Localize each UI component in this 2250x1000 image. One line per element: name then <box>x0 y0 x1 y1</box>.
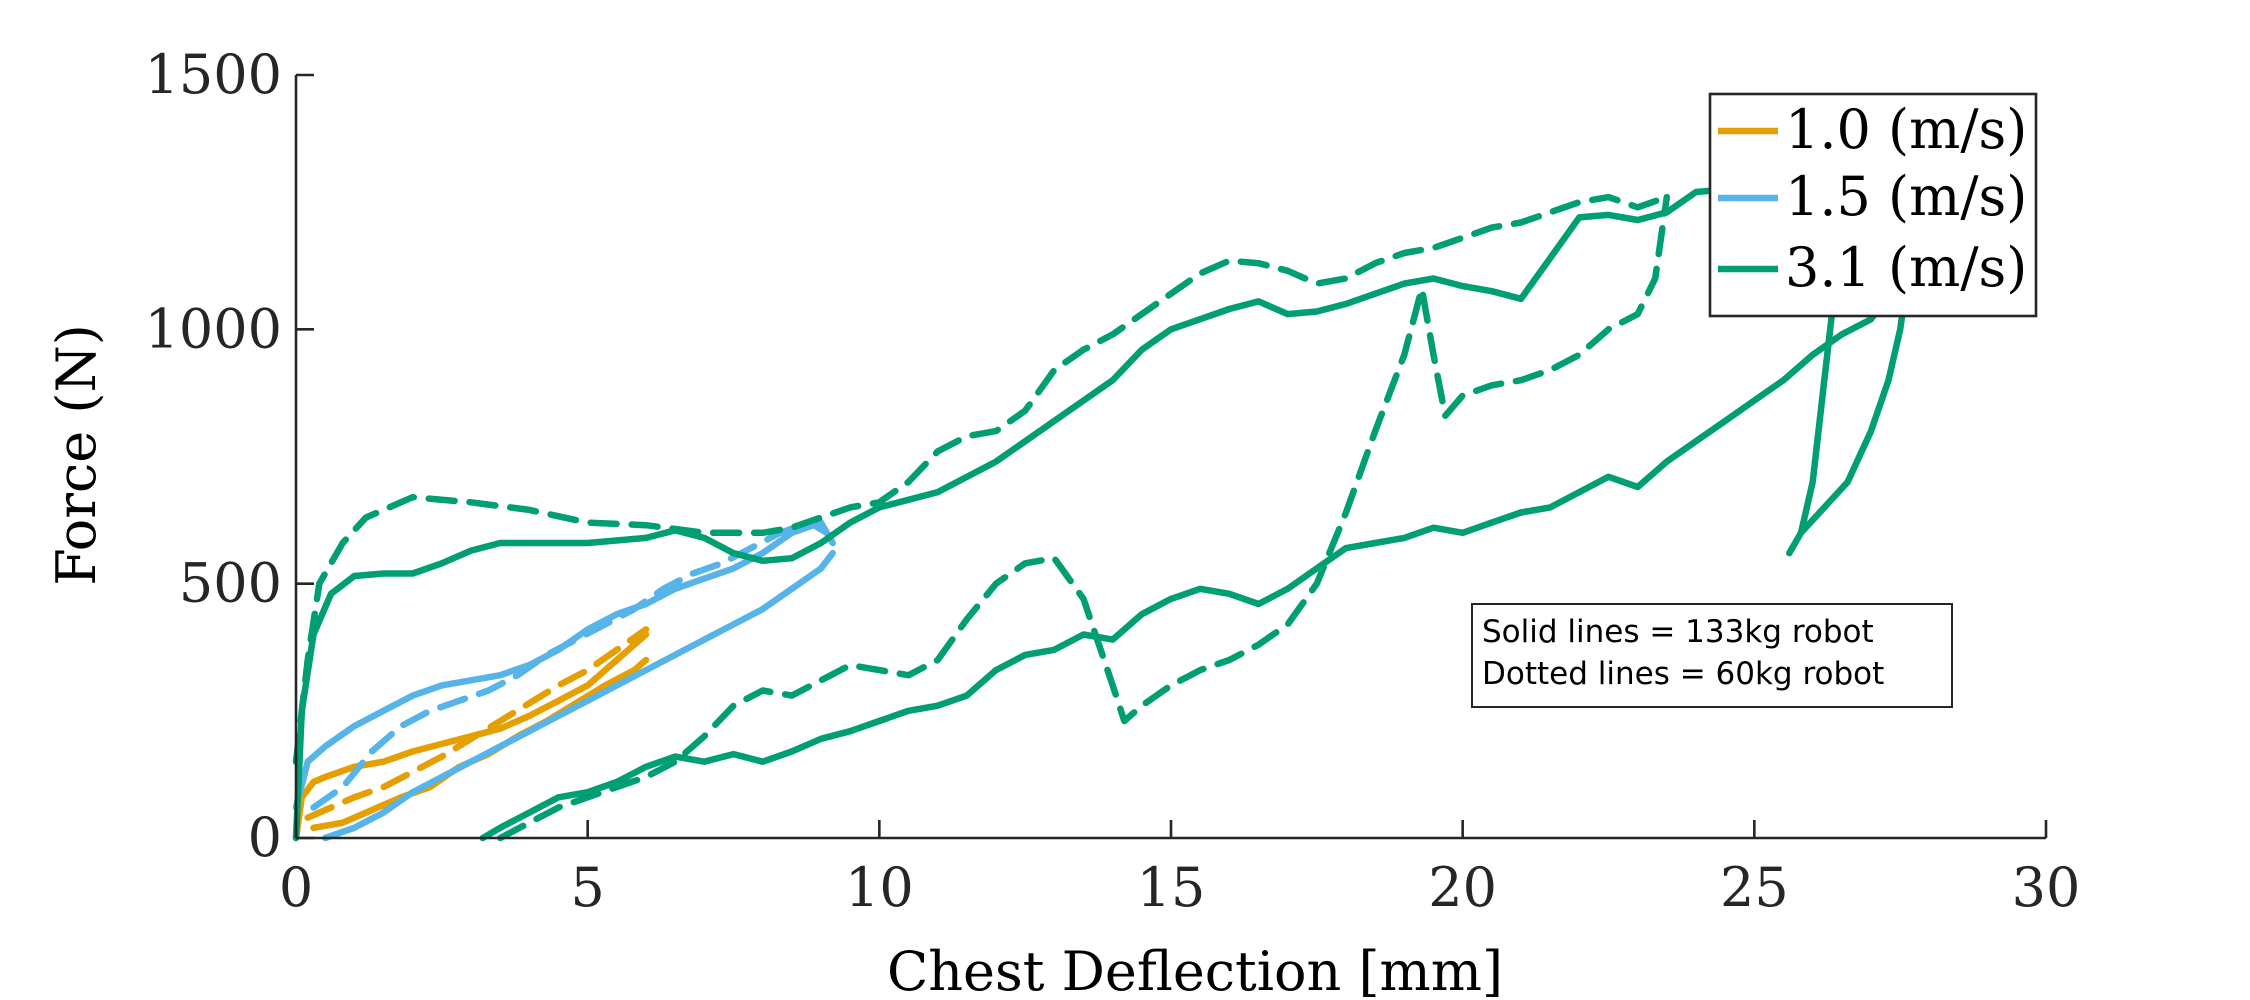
y-tick-label: 1500 <box>145 43 282 106</box>
series-line-solid-1 <box>310 656 650 832</box>
legend-label-1-0: 1.0 (m/s) <box>1785 98 2027 161</box>
series-line-dashed-11 <box>496 193 1671 842</box>
y-tick-label: 500 <box>179 552 282 615</box>
series-line-solid-9 <box>1797 285 1910 537</box>
x-tick-label: 20 <box>1428 856 1497 919</box>
ticks-group: 0 5 10 15 20 25 30 0 500 1000 1500 <box>145 43 2081 919</box>
series-line-dashed-5 <box>310 519 831 811</box>
y-tick-label: 1000 <box>145 297 282 360</box>
series-line-dashed-2 <box>304 626 650 821</box>
annotation-frame <box>1471 603 1953 708</box>
x-tick-label: 25 <box>1720 856 1789 919</box>
series-line-solid-6 <box>292 173 1875 842</box>
x-axis-title: Chest Deflection [mm] <box>887 940 1503 1000</box>
x-tick-label: 0 <box>279 856 313 919</box>
legend-label-3-1: 3.1 (m/s) <box>1785 236 2027 299</box>
x-tick-label: 10 <box>845 856 914 919</box>
legend-label-1-5: 1.5 (m/s) <box>1785 165 2027 228</box>
legend: 1.0 (m/s) 1.5 (m/s) 3.1 (m/s) <box>1708 92 2038 318</box>
series-line-solid-7 <box>479 275 1904 842</box>
annotation-line-solid: Solid lines = 133kg robot <box>1482 614 1874 650</box>
x-tick-label: 30 <box>2012 856 2081 919</box>
annotation-line-dotted: Dotted lines = 60kg robot <box>1482 656 1884 692</box>
series-line-solid-4 <box>321 549 836 842</box>
series-line-dashed-10 <box>292 193 1671 765</box>
annotation-box: Solid lines = 133kg robot Dotted lines =… <box>1471 603 1953 708</box>
y-tick-label: 0 <box>248 806 282 869</box>
plot-series-group <box>292 173 1910 842</box>
series-line-solid-0 <box>292 631 650 842</box>
x-tick-label: 15 <box>1137 856 1206 919</box>
y-axis-title: Force (N) <box>45 324 108 586</box>
x-tick-label: 5 <box>570 856 604 919</box>
